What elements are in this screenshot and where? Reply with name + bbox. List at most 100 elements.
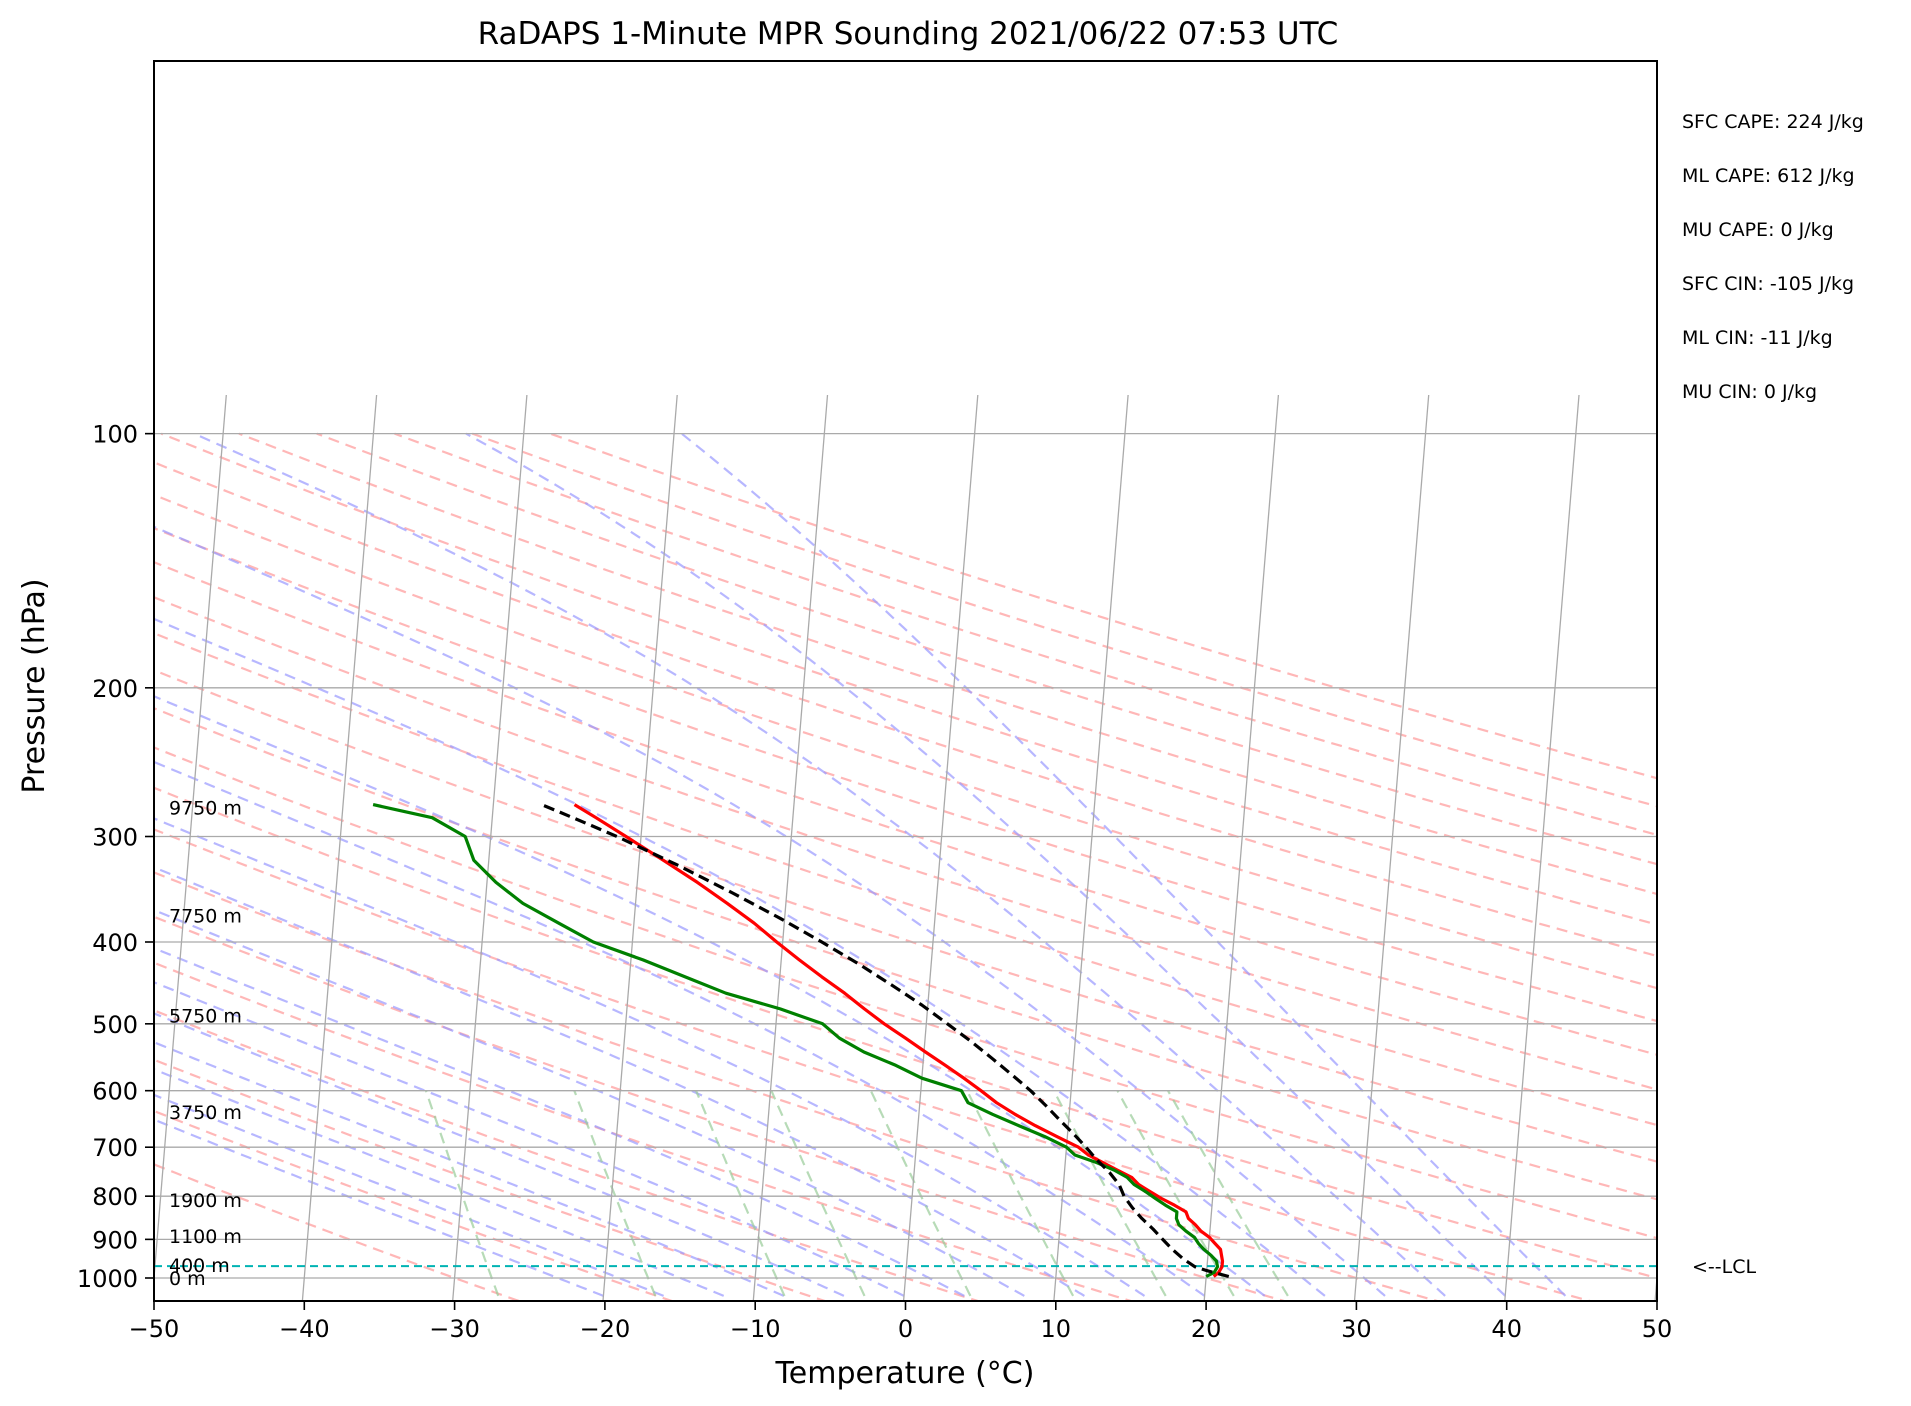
y-axis-label: Pressure (hPa) — [17, 578, 52, 793]
x-axis: −50 −40 −30 −20 −10 0 10 20 30 40 50 — [129, 1301, 1673, 1343]
background-lines — [154, 432, 1657, 1301]
x-tick-label: 30 — [1341, 1315, 1372, 1343]
isotherm-line — [752, 394, 829, 1301]
height-label: 1100 m — [169, 1226, 242, 1248]
mixing-ratio-line — [966, 1090, 1075, 1297]
y-tick-label: 500 — [92, 1011, 138, 1039]
stat-line: SFC CAPE: 224 J/kg — [1682, 111, 1864, 133]
x-tick-label: −50 — [129, 1315, 180, 1343]
x-tick-label: 0 — [898, 1315, 913, 1343]
height-label: 3750 m — [169, 1102, 242, 1124]
stat-line: MU CAPE: 0 J/kg — [1682, 219, 1834, 241]
moist-adiabat — [465, 432, 1506, 1297]
y-tick-label: 800 — [92, 1183, 138, 1211]
moist-adiabat — [154, 695, 1266, 1297]
moist-adiabat — [154, 760, 1206, 1297]
moist-adiabat — [154, 908, 1025, 1297]
dry-adiabat — [154, 596, 1657, 1091]
y-tick-label: 300 — [92, 824, 138, 852]
y-tick-label: 400 — [92, 929, 138, 957]
x-tick-label: 40 — [1491, 1315, 1522, 1343]
isotherm-line — [1804, 395, 1879, 1313]
dewpoint-profile — [372, 803, 1220, 1278]
height-label: 5750 m — [169, 1006, 242, 1028]
dry-adiabat — [154, 1109, 676, 1301]
stat-line: MU CIN: 0 J/kg — [1682, 381, 1817, 403]
moist-adiabat — [154, 617, 1326, 1297]
dry-adiabat — [154, 1163, 523, 1301]
parcel-profile — [540, 803, 1230, 1279]
isotherm-line — [1203, 394, 1280, 1301]
height-labels: 9750 m 7750 m 5750 m 3750 m 1900 m 1100 m 400 … — [169, 797, 242, 1290]
y-axis: 100 200 300 400 500 600 700 800 900 1000 — [77, 421, 154, 1293]
dry-adiabat — [154, 915, 1288, 1301]
moist-adiabat — [154, 1012, 845, 1297]
dry-adiabat — [154, 1058, 829, 1301]
moist-adiabat — [154, 1118, 604, 1297]
isotherm-line — [154, 394, 227, 1286]
dry-adiabat — [154, 561, 1657, 1056]
isotherm-line — [602, 394, 678, 1301]
height-label: 7750 m — [169, 905, 242, 927]
stats-panel: SFC CAPE: 224 J/kg ML CAPE: 612 J/kg MU CA… — [1682, 111, 1864, 403]
mixing-ratio-line — [1052, 1090, 1167, 1297]
height-label: 1900 m — [169, 1190, 242, 1212]
isotherm-line — [1654, 1269, 1657, 1301]
isotherm-line — [1353, 394, 1430, 1301]
stat-line: ML CIN: -11 J/kg — [1682, 327, 1833, 349]
grid-lines — [1, 394, 1879, 1313]
y-tick-label: 100 — [92, 421, 138, 449]
chart-title: RaDAPS 1-Minute MPR Sounding 2021/06/22 … — [478, 16, 1339, 52]
mixing-ratio-line — [869, 1090, 972, 1297]
isotherm-line — [452, 394, 528, 1301]
x-tick-label: −40 — [279, 1315, 330, 1343]
temperature-profile — [573, 803, 1225, 1278]
x-tick-label: 50 — [1642, 1315, 1673, 1343]
mixing-ratio-line — [695, 1090, 786, 1297]
isotherm-line — [902, 394, 979, 1301]
isotherm-line — [301, 394, 378, 1301]
height-label: 9750 m — [169, 797, 242, 819]
x-tick-label: 20 — [1191, 1315, 1222, 1343]
mixing-ratio-line — [1116, 1090, 1235, 1297]
mixing-ratio-line — [424, 1090, 500, 1297]
moist-adiabat — [154, 817, 1146, 1297]
stat-line: SFC CIN: -105 J/kg — [1682, 273, 1854, 295]
dry-adiabat — [154, 828, 1595, 1301]
dry-adiabat — [154, 461, 1657, 958]
isotherm-line — [1504, 394, 1580, 1301]
moist-adiabat — [154, 525, 1386, 1297]
moist-adiabat — [154, 981, 905, 1297]
height-label: 0 m — [169, 1268, 206, 1290]
dry-adiabat — [160, 432, 1657, 926]
moist-adiabat — [680, 432, 1567, 1297]
moist-adiabat — [193, 432, 1446, 1297]
dry-adiabat — [154, 493, 1657, 990]
plot-frame — [153, 60, 1658, 1302]
isotherm-line — [1, 395, 76, 1313]
x-tick-label: −10 — [730, 1315, 781, 1343]
mixing-ratio-line — [770, 1090, 866, 1297]
x-tick-label: −30 — [429, 1315, 480, 1343]
x-axis-label: Temperature (°C) — [775, 1356, 1035, 1391]
stat-line: ML CAPE: 612 J/kg — [1682, 165, 1855, 187]
mixing-ratio-line — [573, 1090, 657, 1297]
dry-adiabat — [154, 961, 1135, 1301]
dry-adiabat — [154, 871, 1442, 1301]
height-label: 400 m — [169, 1255, 230, 1277]
dry-adiabat — [394, 432, 1657, 837]
x-tick-label: 10 — [1041, 1315, 1072, 1343]
moist-adiabat — [154, 946, 965, 1297]
x-tick-label: −20 — [580, 1315, 631, 1343]
y-tick-label: 600 — [92, 1078, 138, 1106]
mixing-ratio-line — [1167, 1090, 1289, 1297]
dry-adiabat — [238, 432, 1657, 896]
lcl-group: <--LCL — [154, 1256, 1756, 1278]
y-tick-label: 700 — [92, 1134, 138, 1162]
dry-adiabat — [471, 432, 1657, 808]
isotherm-line — [1053, 394, 1129, 1301]
lcl-label: <--LCL — [1692, 1256, 1756, 1278]
series-group — [372, 803, 1230, 1279]
y-tick-label: 200 — [92, 675, 138, 703]
